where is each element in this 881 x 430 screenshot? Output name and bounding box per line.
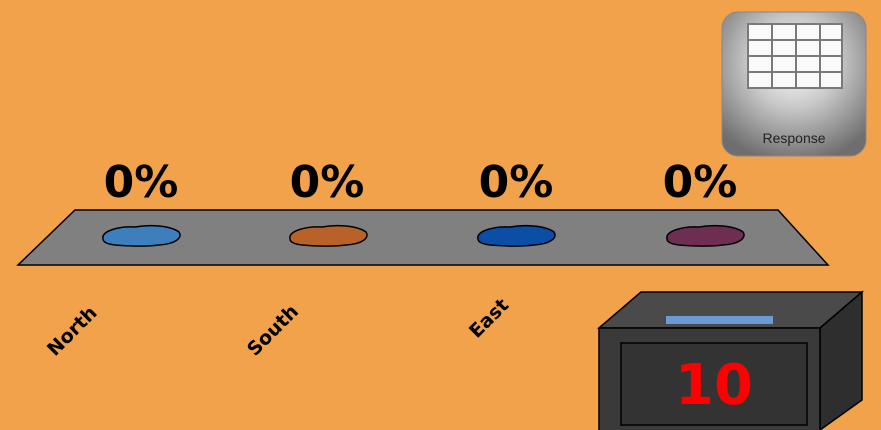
countdown-value: 10: [675, 353, 753, 418]
value-label-north: 0%: [104, 157, 179, 208]
category-label-south: South: [243, 301, 303, 361]
value-label-fourth: 0%: [663, 157, 738, 208]
platform: [16, 209, 830, 266]
category-label-north: North: [43, 302, 102, 361]
value-label-east: 0%: [479, 157, 554, 208]
category-label-east: East: [465, 294, 513, 342]
grid-icon: [747, 23, 843, 89]
value-label-south: 0%: [290, 157, 365, 208]
countdown-timer: 10: [596, 290, 865, 430]
bar-north: [102, 224, 181, 247]
bar-fourth: [666, 224, 745, 247]
bar-east: [477, 224, 556, 247]
response-button[interactable]: Response: [721, 11, 867, 157]
response-button-label: Response: [762, 130, 825, 146]
bar-south: [289, 224, 368, 247]
